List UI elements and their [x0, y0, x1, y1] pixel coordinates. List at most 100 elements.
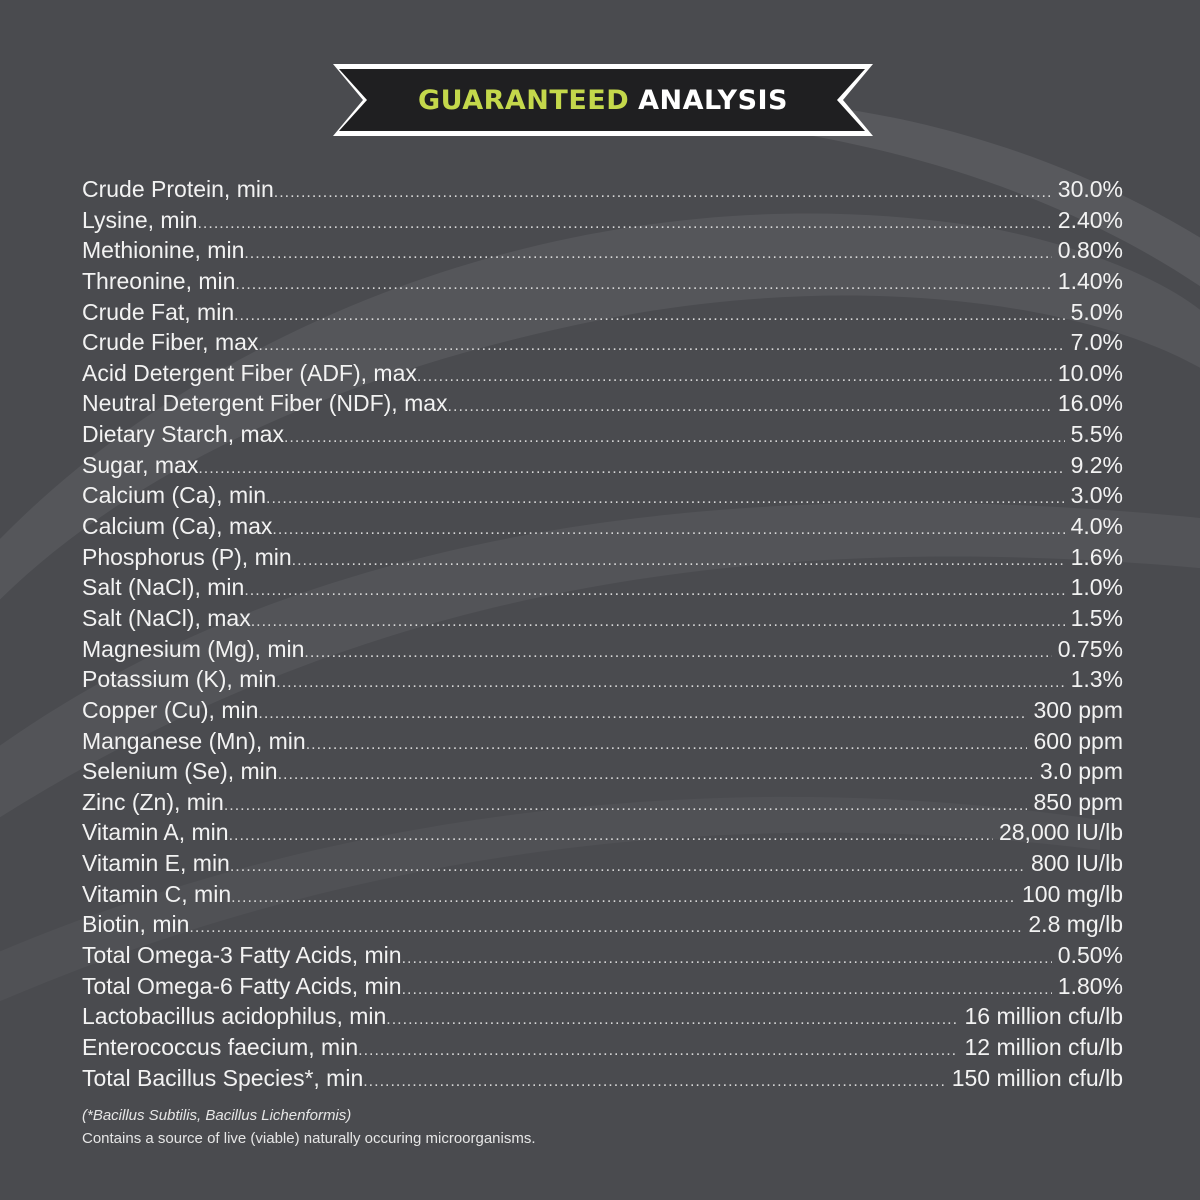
- analysis-row-label: Salt (NaCl), max: [82, 604, 251, 631]
- dot-leader: [276, 674, 1064, 692]
- dot-leader: [234, 307, 1064, 325]
- dot-leader: [386, 1011, 958, 1029]
- dot-leader: [235, 276, 1051, 294]
- dot-leader: [363, 1073, 945, 1091]
- analysis-row: Zinc (Zn), min 850 ppm: [82, 789, 1123, 820]
- analysis-row: Dietary Starch, max 5.5%: [82, 421, 1123, 452]
- analysis-row-value: 3.0 ppm: [1039, 758, 1123, 785]
- analysis-row-value: 1.40%: [1057, 267, 1123, 294]
- analysis-row-label: Calcium (Ca), max: [82, 513, 273, 540]
- banner-title-accent: GUARANTEED: [417, 84, 630, 116]
- dot-leader: [244, 582, 1064, 600]
- analysis-row: Total Omega-3 Fatty Acids, min 0.50%: [82, 942, 1123, 973]
- analysis-row-value: 0.50%: [1057, 942, 1123, 969]
- banner-title: GUARANTEED ANALYSIS: [333, 64, 873, 136]
- analysis-row: Enterococcus faecium, min 12 million cfu/…: [82, 1034, 1123, 1065]
- dot-leader: [358, 1042, 958, 1060]
- analysis-row-value: 28,000 IU/lb: [998, 819, 1123, 846]
- dot-leader: [197, 215, 1051, 233]
- dot-leader: [448, 398, 1052, 416]
- analysis-row-label: Phosphorus (P), min: [82, 543, 292, 570]
- analysis-row-value: 10.0%: [1057, 359, 1123, 386]
- analysis-row: Selenium (Se), min 3.0 ppm: [82, 758, 1123, 789]
- analysis-row-label: Magnesium (Mg), min: [82, 635, 305, 662]
- analysis-row: Acid Detergent Fiber (ADF), max 10.0%: [82, 360, 1123, 391]
- dot-leader: [304, 644, 1051, 662]
- dot-leader: [198, 460, 1064, 478]
- analysis-row-value: 5.0%: [1070, 298, 1123, 325]
- analysis-row-value: 16 million cfu/lb: [964, 1003, 1123, 1030]
- dot-leader: [417, 368, 1052, 386]
- analysis-row-label: Acid Detergent Fiber (ADF), max: [82, 359, 417, 386]
- analysis-row-label: Neutral Detergent Fiber (NDF), max: [82, 390, 448, 417]
- dot-leader: [230, 858, 1025, 876]
- analysis-row-value: 300 ppm: [1033, 696, 1123, 723]
- analysis-row: Copper (Cu), min 300 ppm: [82, 697, 1123, 728]
- analysis-row-label: Lactobacillus acidophilus, min: [82, 1003, 387, 1030]
- dot-leader: [278, 766, 1034, 784]
- analysis-row-value: 1.0%: [1070, 574, 1123, 601]
- analysis-row-label: Total Omega-3 Fatty Acids, min: [82, 942, 402, 969]
- analysis-row-value: 9.2%: [1070, 451, 1123, 478]
- analysis-row-value: 150 million cfu/lb: [951, 1064, 1123, 1091]
- analysis-list: Crude Protein, min 30.0% Lysine, min 2.40% M…: [82, 176, 1123, 1095]
- analysis-row-label: Potassium (K), min: [82, 666, 277, 693]
- dot-leader: [258, 337, 1064, 355]
- dot-leader: [272, 521, 1064, 539]
- analysis-row-value: 7.0%: [1070, 329, 1123, 356]
- analysis-row: Manganese (Mn), min 600 ppm: [82, 728, 1123, 759]
- analysis-row-value: 16.0%: [1057, 390, 1123, 417]
- analysis-row-label: Manganese (Mn), min: [82, 727, 306, 754]
- analysis-row-label: Vitamin C, min: [82, 880, 232, 907]
- analysis-row-value: 1.6%: [1070, 543, 1123, 570]
- analysis-row-value: 12 million cfu/lb: [964, 1033, 1123, 1060]
- guaranteed-analysis-banner: GUARANTEED ANALYSIS: [333, 64, 873, 136]
- analysis-row-value: 5.5%: [1070, 421, 1123, 448]
- analysis-row-label: Biotin, min: [82, 911, 190, 938]
- analysis-row: Methionine, min 0.80%: [82, 237, 1123, 268]
- analysis-row-value: 600 ppm: [1033, 727, 1123, 754]
- banner-title-main: ANALYSIS: [638, 84, 789, 116]
- dot-leader: [284, 429, 1065, 447]
- analysis-row-value: 1.3%: [1070, 666, 1123, 693]
- analysis-row: Crude Protein, min 30.0%: [82, 176, 1123, 207]
- analysis-row-value: 0.75%: [1057, 635, 1123, 662]
- analysis-row-value: 800 IU/lb: [1030, 850, 1123, 877]
- analysis-row-value: 850 ppm: [1033, 788, 1123, 815]
- analysis-row: Lactobacillus acidophilus, min 16 million…: [82, 1003, 1123, 1034]
- analysis-row: Salt (NaCl), max 1.5%: [82, 605, 1123, 636]
- dot-leader: [266, 490, 1065, 508]
- analysis-row-label: Total Omega-6 Fatty Acids, min: [82, 972, 402, 999]
- analysis-row: Potassium (K), min 1.3%: [82, 666, 1123, 697]
- analysis-row-value: 3.0%: [1070, 482, 1123, 509]
- analysis-row: Calcium (Ca), min 3.0%: [82, 482, 1123, 513]
- analysis-row-label: Zinc (Zn), min: [82, 788, 224, 815]
- microorganism-statement: Contains a source of live (viable) natur…: [82, 1130, 536, 1147]
- dot-leader: [402, 981, 1052, 999]
- analysis-row-value: 0.80%: [1057, 237, 1123, 264]
- dot-leader: [229, 827, 993, 845]
- analysis-row: Vitamin C, min 100 mg/lb: [82, 881, 1123, 912]
- analysis-row: Calcium (Ca), max 4.0%: [82, 513, 1123, 544]
- dot-leader: [306, 736, 1028, 754]
- dot-leader: [258, 705, 1027, 723]
- analysis-row-value: 2.40%: [1057, 206, 1123, 233]
- analysis-row-label: Vitamin A, min: [82, 819, 229, 846]
- analysis-row: Lysine, min 2.40%: [82, 207, 1123, 238]
- analysis-row: Biotin, min 2.8 mg/lb: [82, 911, 1123, 942]
- analysis-row-label: Total Bacillus Species*, min: [82, 1064, 364, 1091]
- analysis-row-label: Methionine, min: [82, 237, 245, 264]
- analysis-row-value: 4.0%: [1070, 513, 1123, 540]
- banner-ribbon-shape: [333, 64, 873, 136]
- dot-leader: [231, 889, 1016, 907]
- dot-leader: [274, 184, 1052, 202]
- dot-leader: [251, 613, 1065, 631]
- analysis-row: Phosphorus (P), min 1.6%: [82, 544, 1123, 575]
- analysis-row: Vitamin A, min 28,000 IU/lb: [82, 819, 1123, 850]
- analysis-row: Crude Fat, min 5.0%: [82, 299, 1123, 330]
- analysis-row-label: Lysine, min: [82, 206, 198, 233]
- analysis-row-label: Sugar, max: [82, 451, 199, 478]
- dot-leader: [189, 919, 1022, 937]
- analysis-row: Total Bacillus Species*, min 150 million …: [82, 1065, 1123, 1096]
- analysis-row: Threonine, min 1.40%: [82, 268, 1123, 299]
